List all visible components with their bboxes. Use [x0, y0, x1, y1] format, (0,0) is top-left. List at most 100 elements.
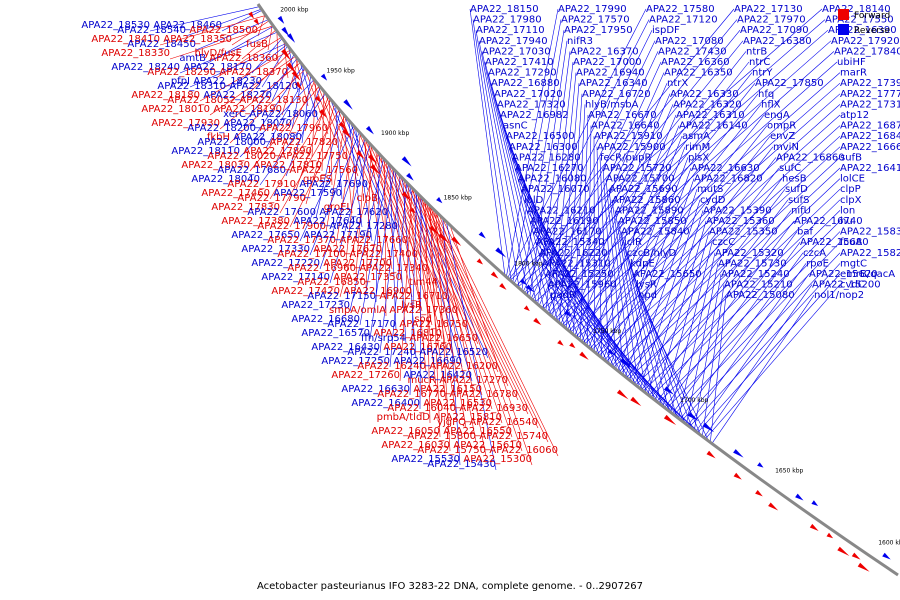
forward-gene-arrow: [451, 236, 462, 246]
gene-label: APA22_16640: [591, 121, 660, 132]
forward-gene-arrow: [370, 164, 381, 175]
leader-line: [670, 242, 713, 413]
gene-label: fcuA: [840, 237, 862, 248]
gene-label: APA22_15360: [706, 216, 775, 227]
gene-label: APA22_17940: [479, 36, 548, 47]
leader-line: [267, 24, 273, 51]
leader-line: [335, 105, 343, 200]
leader-line: [514, 167, 616, 369]
gene-label: APA22_16140: [679, 121, 748, 132]
leader-line: [705, 284, 841, 439]
gene-label: APA22_16150: [413, 384, 482, 395]
gene-label: lolD: [524, 195, 544, 206]
leader-line: [686, 263, 719, 425]
gene-label: APA22_16430: [311, 342, 380, 353]
leader-line: [549, 61, 838, 316]
gene-label: smpA/omlA: [329, 305, 386, 316]
leader-line: [647, 210, 704, 395]
forward-gene-arrow: [733, 472, 742, 480]
gene-label: APA22_16880: [491, 78, 560, 89]
gene-label: APA22_15310: [542, 258, 611, 269]
gene-label: atp12: [840, 110, 869, 121]
forward-gene-arrow: [319, 109, 327, 118]
leader-line: [549, 294, 708, 441]
gene-label: APA22_15830: [840, 227, 900, 238]
gene-label: APA22_17080: [655, 36, 724, 47]
forward-gene-arrow: [837, 546, 850, 556]
gene-label: APA22_15350: [709, 227, 778, 238]
forward-gene-arrow: [281, 48, 292, 61]
gene-label: APA22_16030: [381, 440, 450, 451]
gene-label: APA22_16770: [377, 389, 446, 400]
leader-line: [681, 252, 841, 421]
gene-label: sufD: [785, 184, 808, 195]
gene-label: APA22_18130: [239, 95, 308, 106]
gene-label: APA22_18020: [207, 151, 276, 162]
reverse-gene-arrow: [687, 412, 699, 422]
gene-label: hesB: [782, 174, 807, 185]
tick-label: 1950 kbp: [327, 68, 355, 75]
gene-label: envZ: [770, 131, 795, 142]
gene-label: APA22_16370: [570, 46, 639, 57]
leader-line: [702, 284, 725, 437]
tick-label: 1750 kbp: [593, 328, 621, 335]
gene-label: APA22_18200: [187, 123, 256, 134]
gene-label: APA22_17960: [259, 123, 328, 134]
gene-label: APA22_18110: [171, 146, 240, 157]
leader-line: [245, 58, 298, 121]
leader-line: [259, 93, 326, 186]
gene-label: APA22_15240: [721, 269, 790, 280]
leader-line: [257, 14, 266, 37]
leader-line: [229, 68, 306, 144]
leader-line: [335, 126, 355, 247]
gene-label: APA22_17360: [389, 305, 458, 316]
leader-line: [529, 220, 653, 399]
leader-line: [512, 19, 562, 283]
gene-label: APA22_17190: [303, 230, 372, 241]
gene-label: clpB: [357, 193, 379, 204]
leader-line: [617, 167, 692, 372]
gene-label: hflX: [761, 99, 781, 110]
gene-label: APA22_16190: [530, 216, 599, 227]
leader-line: [588, 125, 680, 348]
gene-label: APA22_17400: [349, 249, 418, 260]
gene-label: APA22_18230: [193, 76, 262, 87]
leader-line: [291, 66, 305, 130]
leader-line: [369, 169, 395, 340]
backbone-arc: [256, 3, 899, 577]
forward-gene-arrow: [569, 342, 576, 349]
gene-label: APA22_17990: [558, 4, 627, 15]
gene-label: mucR: [407, 375, 436, 386]
leader-line: [255, 65, 304, 135]
leader-line: [633, 189, 786, 385]
leader-line: [602, 167, 617, 370]
reverse-gene-arrow: [287, 33, 296, 43]
leader-line: [299, 125, 354, 242]
leader-line: [475, 30, 520, 289]
gene-label: APA22_16780: [449, 389, 518, 400]
gene-label: APA22_17220: [251, 258, 320, 269]
leader-line: [481, 51, 537, 304]
gene-label: czcC: [712, 237, 735, 248]
leader-line: [367, 141, 393, 270]
leader-line: [541, 51, 747, 309]
gene-label: APA22_18370: [219, 67, 288, 78]
gene-label: APA22_17250: [321, 356, 390, 367]
leader-line: [545, 61, 574, 312]
leader-line: [642, 199, 841, 392]
leader-line: [423, 199, 493, 410]
leader-line: [623, 242, 670, 412]
gene-label: groEL: [324, 202, 353, 213]
gene-label: APA22_16740: [794, 216, 863, 227]
gene-label: APA22_17660: [339, 235, 408, 246]
leader-line: [417, 193, 447, 401]
tick-label: 1600 kbp: [878, 540, 900, 547]
gene-label: APA22_16870: [840, 121, 900, 132]
gene-label: APA22_16982: [500, 110, 569, 121]
forward-gene-arrow: [499, 283, 507, 290]
gene-label: APA22_17810: [253, 160, 322, 171]
forward-gene-arrow: [523, 305, 530, 311]
leader-line: [249, 85, 320, 172]
leader-line: [624, 178, 695, 377]
leader-line: [179, 31, 278, 74]
